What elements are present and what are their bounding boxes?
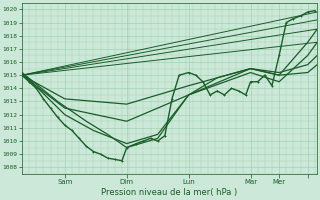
X-axis label: Pression niveau de la mer( hPa ): Pression niveau de la mer( hPa ) (101, 188, 238, 197)
